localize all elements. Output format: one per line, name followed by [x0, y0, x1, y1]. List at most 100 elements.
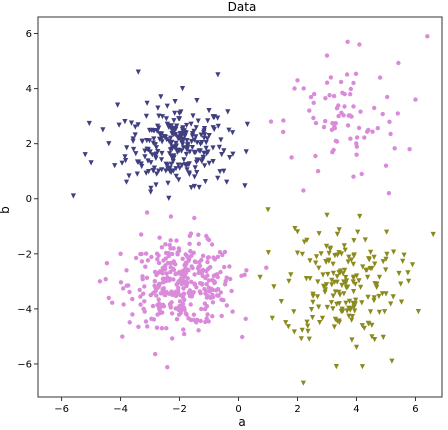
- scatter-point: [396, 270, 402, 277]
- scatter-point: [205, 255, 211, 260]
- scatter-point: [351, 80, 356, 86]
- scatter-point: [156, 168, 162, 174]
- x-tick-label: 2: [294, 404, 300, 415]
- scatter-point: [371, 295, 377, 301]
- scatter-point: [161, 304, 167, 309]
- scatter-point: [348, 136, 353, 141]
- scatter-point: [271, 284, 277, 290]
- scatter-point: [200, 154, 206, 160]
- scatter-point: [198, 270, 203, 275]
- scatter-point: [269, 315, 275, 321]
- scatter-point: [211, 273, 216, 278]
- scatter-point: [151, 136, 157, 142]
- scatter-point: [189, 279, 194, 284]
- scatter-point: [336, 289, 342, 295]
- scatter-point: [139, 163, 145, 170]
- scatter-point: [384, 229, 390, 235]
- scatter-point: [182, 281, 188, 286]
- scatter-point: [161, 280, 166, 285]
- scatter-point: [130, 312, 135, 317]
- scatter-point: [124, 145, 130, 151]
- scatter-point: [192, 174, 198, 180]
- scatter-point: [194, 285, 199, 290]
- scatter-point: [159, 326, 165, 331]
- scatter-point: [329, 282, 335, 288]
- scatter-point: [209, 242, 215, 247]
- scatter-point: [308, 307, 315, 313]
- scatter-point: [315, 169, 321, 174]
- scatter-point: [230, 151, 236, 157]
- scatter-point: [179, 139, 185, 146]
- scatter-point: [288, 272, 294, 278]
- scatter-point: [221, 148, 227, 154]
- scatter-point: [216, 293, 221, 298]
- scatter-point: [155, 105, 161, 111]
- scatter-point: [346, 298, 353, 304]
- scatter-point: [337, 268, 344, 274]
- y-tick-label: 2: [26, 139, 32, 150]
- scatter-point: [304, 319, 310, 325]
- scatter-point: [301, 239, 307, 245]
- scatter-point: [392, 146, 397, 151]
- scatter-point: [358, 284, 364, 290]
- scatter-point: [171, 118, 177, 124]
- scatter-point: [136, 159, 142, 165]
- scatter-point: [400, 258, 406, 264]
- scatter-point: [142, 284, 147, 289]
- scatter-point: [341, 291, 347, 297]
- scatter-point: [173, 143, 179, 149]
- scatter-point: [336, 318, 342, 324]
- scatter-point: [206, 108, 212, 114]
- x-tick-label: −4: [113, 404, 128, 415]
- scatter-point: [116, 122, 122, 128]
- scatter-point: [330, 306, 336, 312]
- scatter-point: [328, 300, 334, 306]
- scatter-point: [349, 317, 355, 323]
- scatter-point: [205, 118, 211, 124]
- scatter-point: [303, 276, 309, 282]
- scatter-point: [214, 288, 219, 293]
- scatter-point: [299, 327, 305, 333]
- scatter-point: [121, 286, 126, 291]
- x-tick-label: −2: [172, 404, 187, 415]
- scatter-point: [342, 267, 348, 273]
- scatter-point: [306, 336, 312, 342]
- scatter-point: [324, 304, 330, 311]
- scatter-point: [165, 180, 171, 186]
- scatter-point: [159, 150, 165, 157]
- scatter-point: [346, 113, 351, 118]
- scatter-point: [203, 275, 208, 281]
- scatter-point: [188, 121, 194, 127]
- scatter-point: [142, 299, 147, 304]
- scatter-point: [324, 53, 330, 58]
- scatter-point: [367, 309, 374, 315]
- scatter-point: [221, 168, 227, 174]
- scatter-point: [165, 365, 170, 370]
- scatter-point: [218, 269, 223, 275]
- scatter-point: [409, 262, 416, 268]
- scatter-point: [203, 319, 208, 325]
- scatter-point: [219, 313, 224, 319]
- scatter-point: [331, 324, 337, 330]
- scatter-point: [301, 188, 306, 193]
- scatter-point: [344, 72, 350, 77]
- scatter-point: [174, 317, 180, 322]
- plot-frame: [37, 16, 443, 398]
- scatter-point: [396, 60, 401, 66]
- scatter-point: [281, 118, 286, 123]
- scatter-point: [324, 212, 330, 218]
- scatter-point: [182, 133, 188, 139]
- scatter-point: [115, 102, 121, 108]
- scatter-point: [332, 126, 337, 131]
- scatter-point: [170, 336, 175, 341]
- scatter-point: [385, 94, 390, 100]
- scatter-point: [202, 179, 208, 185]
- scatter-point: [139, 232, 144, 237]
- scatter-point: [166, 251, 171, 256]
- scatter-point: [377, 75, 383, 80]
- scatter-point: [349, 337, 355, 343]
- scatter-point: [201, 150, 207, 156]
- scatter-point: [124, 268, 129, 273]
- scatter-point: [143, 113, 149, 119]
- scatter-point: [224, 275, 229, 280]
